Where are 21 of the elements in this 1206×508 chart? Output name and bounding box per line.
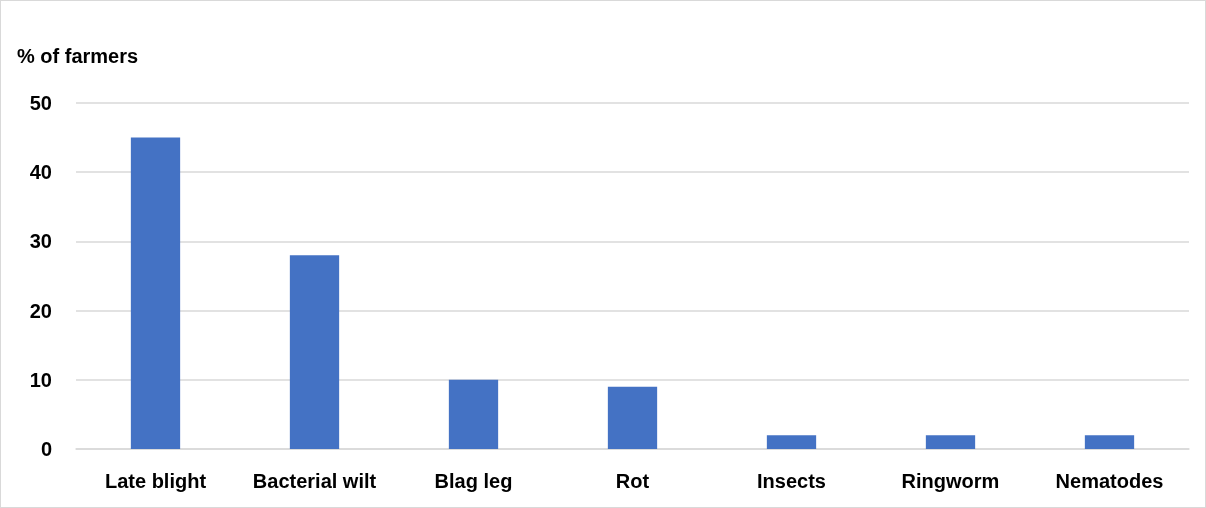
x-tick-label: Ringworm (901, 470, 1000, 492)
bar (607, 386, 658, 449)
x-tick-label: Bacterial wilt (252, 470, 377, 492)
x-tick-label: Blag leg (434, 470, 513, 492)
x-tick-label: Nematodes (1055, 470, 1164, 492)
bar (1084, 435, 1135, 449)
x-tick-label: Rot (615, 470, 650, 492)
bar (448, 379, 499, 449)
y-axis-title: % of farmers (17, 45, 139, 67)
y-tick-label: 30 (29, 230, 52, 253)
bar (289, 255, 340, 449)
y-tick-label: 40 (29, 161, 52, 184)
y-tick-label: 50 (29, 92, 52, 114)
x-tick-label: Insects (757, 470, 826, 492)
y-tick-label: 20 (29, 299, 52, 322)
bar (766, 435, 817, 449)
x-tick-label: Late blight (104, 470, 207, 492)
bar (130, 137, 181, 449)
y-tick-label: 10 (29, 368, 52, 391)
y-tick-label: 0 (40, 438, 52, 460)
bar (925, 435, 976, 449)
